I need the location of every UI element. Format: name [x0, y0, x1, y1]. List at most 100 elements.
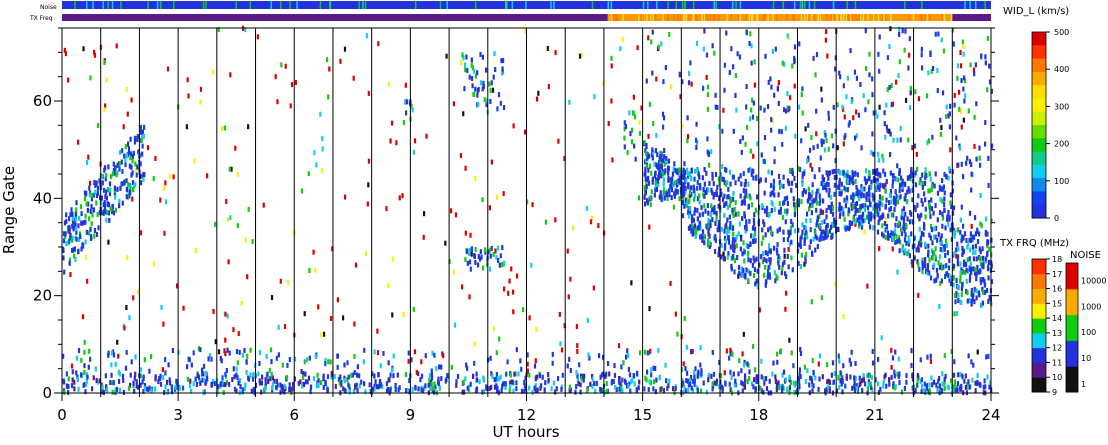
noise-colorbar-label: 100 — [1081, 328, 1096, 337]
echo-point — [103, 167, 106, 173]
echo-point — [990, 88, 993, 94]
echo-point — [815, 191, 818, 197]
echo-point — [164, 384, 167, 390]
echo-point — [885, 223, 889, 229]
echo-point — [271, 375, 274, 381]
echo-point — [750, 60, 753, 66]
echo-point — [663, 195, 666, 201]
echo-point — [373, 384, 376, 390]
echo-point — [290, 82, 294, 88]
echo-point — [703, 203, 706, 209]
echo-point — [85, 201, 88, 207]
echo-point — [815, 52, 819, 58]
echo-point — [772, 245, 776, 251]
echo-point — [761, 251, 765, 257]
echo-point — [499, 100, 502, 106]
echo-point — [911, 184, 915, 190]
echo-point — [501, 58, 505, 64]
noise-mark — [975, 1, 977, 9]
echo-point — [679, 180, 682, 186]
echo-point — [764, 282, 767, 288]
echo-point — [657, 347, 660, 353]
echo-point — [673, 161, 676, 167]
noise-mark — [846, 1, 848, 9]
echo-point — [964, 270, 967, 276]
echo-point — [118, 387, 122, 393]
echo-point — [666, 196, 669, 202]
echo-point — [681, 79, 684, 85]
echo-point — [752, 175, 755, 181]
echo-point — [751, 97, 754, 103]
echo-point — [283, 389, 286, 395]
echo-point — [988, 294, 991, 300]
echo-point — [819, 208, 822, 214]
echo-point — [939, 236, 942, 242]
echo-point — [246, 353, 249, 359]
echo-point — [801, 86, 804, 92]
echo-point — [797, 381, 801, 387]
echo-point — [768, 248, 771, 254]
echo-point — [741, 199, 744, 205]
echo-point — [150, 387, 153, 393]
echo-point — [706, 242, 710, 248]
txfreq-speckle — [683, 14, 685, 21]
echo-point — [930, 206, 934, 212]
echo-point — [984, 60, 987, 66]
echo-point — [626, 383, 629, 389]
echo-point — [690, 385, 693, 391]
echo-point — [741, 273, 744, 279]
echo-point — [728, 202, 731, 208]
echo-point — [869, 202, 872, 208]
echo-point — [935, 277, 938, 283]
echo-point — [968, 159, 972, 165]
echo-point — [843, 185, 846, 191]
echo-point — [707, 222, 710, 228]
echo-point — [591, 383, 594, 389]
noise-mark — [511, 1, 514, 9]
echo-point — [860, 189, 864, 195]
echo-point — [519, 358, 522, 364]
echo-point — [852, 115, 855, 121]
echo-point — [234, 145, 237, 151]
echo-point — [979, 280, 983, 286]
echo-point — [964, 261, 968, 267]
echo-point — [109, 380, 112, 386]
echo-point — [908, 52, 911, 58]
echo-point — [301, 383, 304, 389]
echo-point — [858, 223, 861, 229]
txfreq-colorbar-label: 15 — [1052, 299, 1062, 308]
echo-point — [707, 231, 710, 237]
echo-point — [686, 378, 689, 384]
txfreq-speckle — [867, 14, 869, 21]
echo-point — [760, 388, 763, 394]
echo-point — [934, 254, 937, 260]
echo-point — [730, 46, 733, 52]
echo-point — [281, 387, 284, 393]
echo-point — [329, 315, 333, 321]
echo-point — [551, 351, 554, 357]
echo-point — [969, 273, 972, 279]
echo-point — [752, 153, 755, 159]
echo-point — [201, 377, 204, 383]
echo-point — [188, 383, 192, 389]
txfreq-colorbar-segment — [1032, 377, 1046, 393]
echo-point — [978, 381, 981, 387]
echo-point — [71, 218, 75, 224]
noise-mark — [969, 1, 971, 9]
echo-point — [402, 311, 405, 317]
echo-point — [879, 197, 882, 203]
echo-point — [768, 257, 771, 263]
echo-point — [797, 202, 800, 208]
echo-point — [866, 191, 869, 197]
echo-point — [752, 217, 755, 223]
echo-point — [414, 385, 417, 391]
echo-point — [207, 356, 210, 362]
echo-point — [904, 193, 907, 199]
echo-point — [82, 382, 85, 388]
echo-point — [837, 353, 840, 359]
echo-point — [737, 176, 740, 182]
echo-point — [985, 287, 989, 293]
echo-point — [247, 206, 250, 212]
echo-point — [833, 182, 836, 188]
echo-point — [71, 215, 75, 221]
